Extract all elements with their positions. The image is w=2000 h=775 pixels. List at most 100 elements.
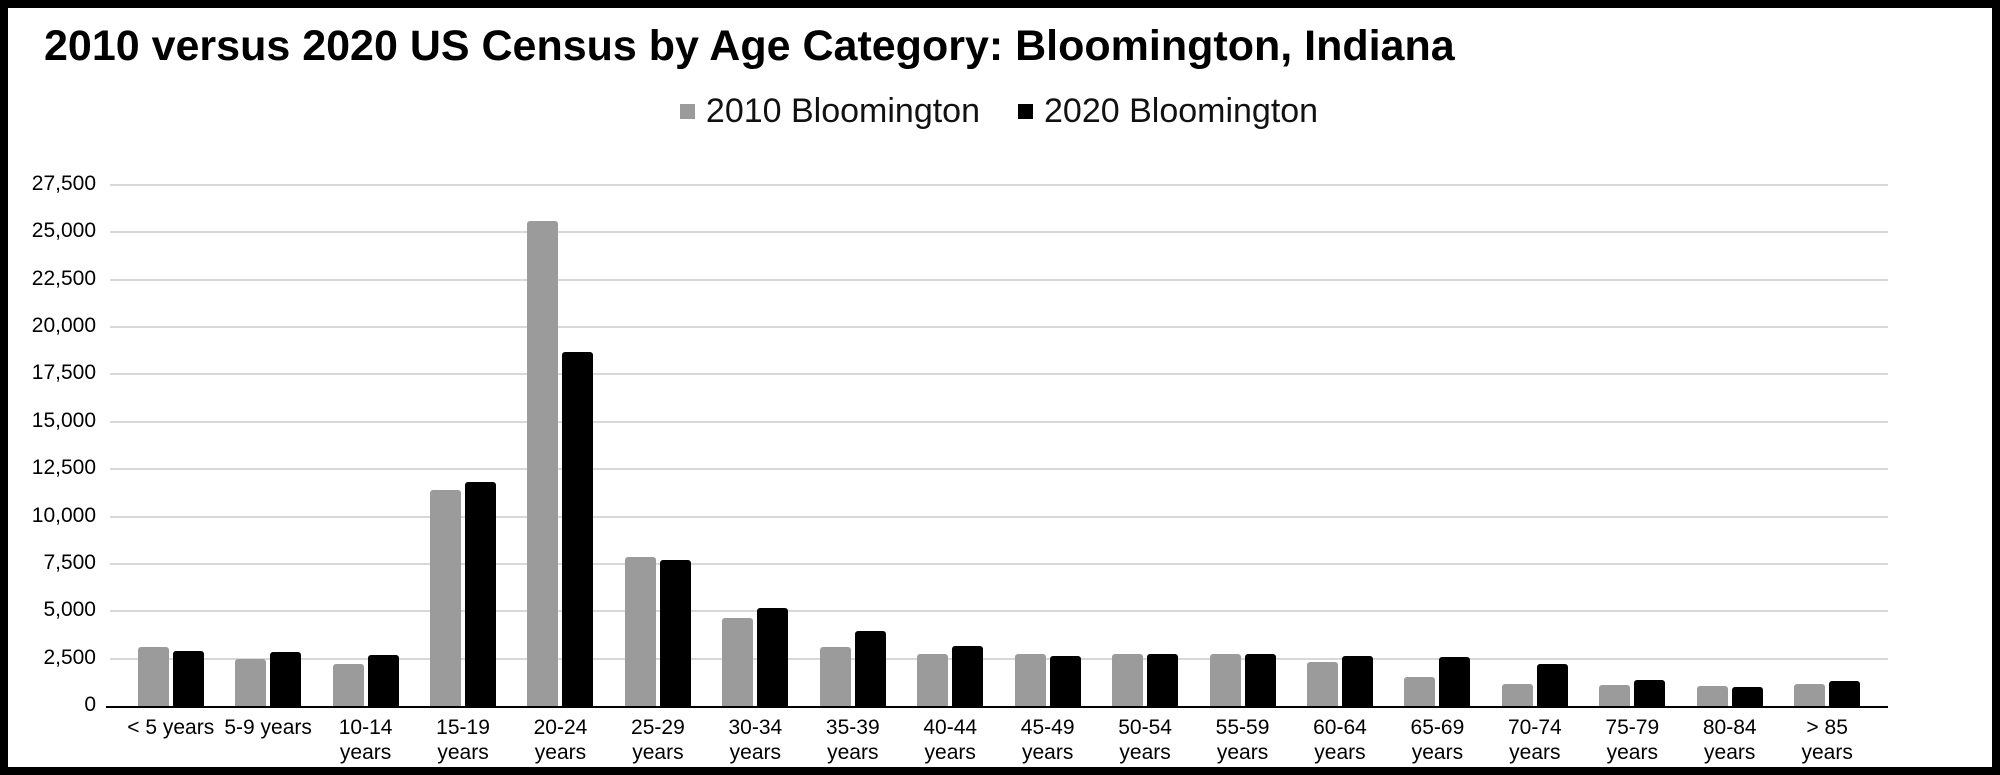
- bar: [1829, 681, 1861, 706]
- x-axis-label: < 5 years: [127, 716, 215, 739]
- bar-group: [1291, 185, 1388, 706]
- bar-group: [1389, 185, 1486, 706]
- bar: [527, 221, 559, 706]
- bar: [1049, 655, 1081, 706]
- plot-area: 0 2,500 5,000 7,500 10,000 12,500 15,000 17,500…: [32, 172, 1888, 764]
- bar: [659, 560, 691, 706]
- x-axis-label: 80-84 years: [1702, 716, 1757, 764]
- bar-group: [1778, 185, 1875, 706]
- bar: [430, 490, 462, 706]
- bar: [1536, 664, 1568, 706]
- x-axis-label: 70-74 years: [1507, 716, 1562, 764]
- y-tick-label: 20,000: [31, 314, 96, 338]
- bar-group: [999, 185, 1096, 706]
- bar: [137, 647, 169, 706]
- bar: [1147, 653, 1179, 706]
- bar: [1599, 685, 1631, 706]
- legend-label: 2020 Bloomington: [1044, 91, 1319, 130]
- x-axis-label: 65-69 years: [1410, 716, 1465, 764]
- x-axis-label: > 85 years: [1801, 716, 1853, 764]
- bar: [624, 557, 656, 706]
- bar: [1341, 655, 1373, 706]
- bar: [562, 351, 594, 706]
- y-tick-label: 7,500: [43, 550, 96, 574]
- legend-swatch-icon: [679, 103, 695, 119]
- y-tick-label: 5,000: [43, 598, 96, 622]
- x-axis-label: 50-54 years: [1118, 716, 1172, 764]
- bar: [1794, 684, 1826, 706]
- x-axis-label: 25-29 years: [631, 716, 685, 764]
- bar-group: [1584, 185, 1681, 706]
- bar: [1404, 676, 1436, 706]
- bar-group: [1681, 185, 1778, 706]
- bar-group: [804, 185, 901, 706]
- x-axis-label: 30-34 years: [728, 716, 783, 764]
- x-axis-label: 5-9 years: [224, 716, 312, 739]
- gridline: [110, 326, 1888, 329]
- gridline: [110, 184, 1888, 186]
- bar: [270, 652, 302, 706]
- bar: [1634, 679, 1666, 706]
- bar-group: [414, 185, 511, 706]
- legend-item-2010: 2010 Bloomington: [679, 91, 980, 131]
- bar-group: [317, 185, 414, 706]
- bar-group: [609, 185, 706, 706]
- chart-legend: 2010 Bloomington 2020 Bloomington: [110, 88, 1888, 134]
- y-tick-label: 0: [84, 693, 96, 716]
- bar: [819, 647, 851, 706]
- bar-group: [902, 185, 999, 706]
- y-tick-label: 15,000: [31, 408, 96, 432]
- bar-group: [1486, 185, 1583, 706]
- x-axis-labels: < 5 years 5-9 years 10-14 years 15-19 years…: [122, 715, 1876, 765]
- x-axis-label: 40-44 years: [923, 716, 978, 764]
- bar: [1439, 656, 1471, 706]
- bar: [1244, 653, 1276, 706]
- gridline: [110, 468, 1888, 471]
- bar-group: [122, 185, 219, 706]
- y-tick-label: 12,500: [31, 456, 96, 480]
- bar: [332, 664, 364, 706]
- bar: [952, 646, 984, 706]
- bar: [1209, 653, 1241, 706]
- gridline: [110, 278, 1888, 281]
- x-axis-label: 60-64 years: [1313, 716, 1367, 764]
- bar-group: [1194, 185, 1291, 706]
- y-tick-label: 2,500: [43, 645, 96, 669]
- x-axis-label: 10-14 years: [338, 716, 393, 764]
- gridline: [110, 373, 1888, 376]
- bar: [1696, 686, 1728, 706]
- x-axis-line: [106, 706, 1888, 708]
- gridline: [110, 610, 1888, 613]
- bar-group: [707, 185, 804, 706]
- gridline: [110, 515, 1888, 518]
- gridline: [110, 231, 1888, 234]
- bar: [367, 654, 399, 706]
- bar: [465, 482, 497, 706]
- bar: [757, 608, 789, 706]
- x-axis-label: 35-39 years: [825, 716, 880, 764]
- bar: [722, 617, 754, 706]
- x-axis-label: 55-59 years: [1215, 716, 1270, 764]
- x-axis-label: 15-19 years: [436, 716, 490, 764]
- bar: [235, 658, 267, 706]
- legend-item-2020: 2020 Bloomington: [1018, 92, 1318, 131]
- x-axis-label: 75-79 years: [1605, 716, 1660, 764]
- gridline: [110, 657, 1888, 660]
- x-axis-label: 45-49 years: [1020, 716, 1075, 764]
- bar: [1112, 653, 1144, 706]
- bar-group: [1096, 185, 1193, 706]
- y-tick-label: 10,000: [31, 503, 96, 527]
- bar: [1501, 684, 1533, 706]
- y-tick-label: 17,500: [31, 361, 96, 385]
- legend-label: 2010 Bloomington: [705, 91, 980, 130]
- bar: [172, 651, 204, 706]
- bars-layer: [122, 185, 1876, 706]
- y-tick-label: 25,000: [31, 219, 96, 243]
- bar-group: [512, 185, 609, 706]
- bar: [917, 653, 949, 706]
- bar: [1306, 662, 1338, 706]
- y-tick-label: 27,500: [31, 172, 96, 195]
- bar: [1014, 653, 1046, 706]
- gridline: [110, 420, 1888, 423]
